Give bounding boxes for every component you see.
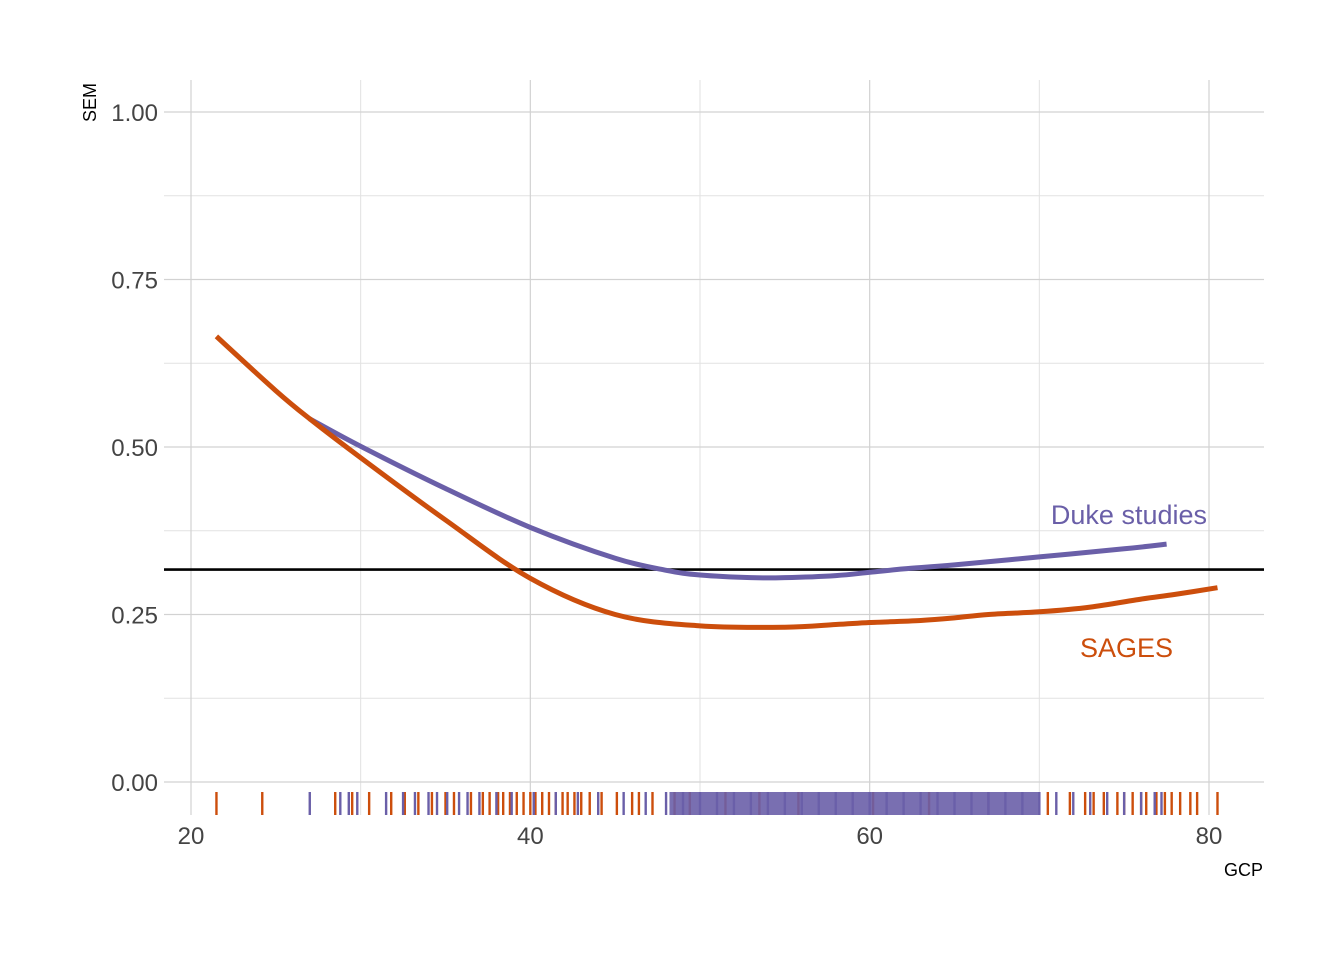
x-axis-title: GCP	[1224, 860, 1263, 880]
x-tick-label: 60	[856, 823, 883, 850]
x-tick-label: 20	[178, 823, 205, 850]
grid-layer	[164, 80, 1264, 815]
y-tick-label: 0.50	[111, 435, 158, 462]
sages-label: SAGES	[1080, 633, 1173, 663]
duke-studies-label: Duke studies	[1051, 500, 1207, 530]
series-layer	[214, 334, 1218, 630]
y-tick-labels: 0.00 0.25 0.50 0.75 1.00	[111, 100, 158, 797]
x-tick-labels: 20 40 60 80	[178, 823, 1223, 850]
x-tick-label: 80	[1196, 823, 1223, 850]
duke-rug-dense-band	[669, 792, 1040, 815]
y-tick-label: 0.25	[111, 603, 158, 630]
x-tick-label: 40	[517, 823, 544, 850]
y-tick-label: 1.00	[111, 100, 158, 127]
y-tick-label: 0.75	[111, 268, 158, 295]
series-labels: Duke studies SAGES	[1051, 500, 1207, 663]
y-axis-title: SEM	[80, 83, 100, 122]
sages-line	[214, 334, 1218, 630]
rug-layer	[215, 792, 1219, 815]
duke-studies-line	[308, 416, 1167, 581]
y-tick-label: 0.00	[111, 770, 158, 797]
